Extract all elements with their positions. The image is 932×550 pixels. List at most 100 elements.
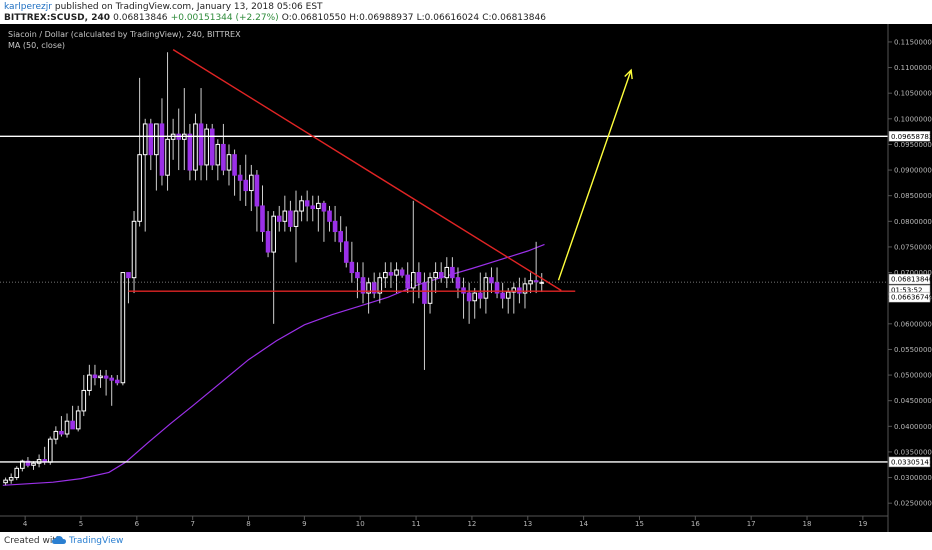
bull-candle-body	[75, 410, 81, 430]
publish-header: karlperezjr published on TradingView.com…	[0, 0, 932, 24]
bull-candle-body	[131, 220, 137, 279]
bull-candle-body	[505, 291, 511, 299]
bull-candle-body	[204, 128, 209, 166]
bear-candle-body	[92, 374, 98, 379]
bull-candle-body	[383, 272, 388, 279]
tradingview-brand[interactable]: TradingView	[69, 536, 124, 546]
bull-candle-body	[64, 420, 70, 435]
bull-candle-body	[165, 138, 170, 176]
x-tick-label: 11	[412, 520, 421, 528]
x-tick-label: 14	[579, 520, 588, 528]
drawings-layer	[172, 49, 633, 292]
projection-arrow-head	[624, 68, 633, 80]
bull-candle-body	[53, 430, 59, 440]
x-tick-label: 8	[246, 520, 250, 528]
ma-layer	[2, 243, 545, 486]
bear-candle-body	[500, 292, 505, 299]
bear-candle-body	[209, 128, 215, 166]
bull-candle-body	[511, 287, 517, 293]
bear-candle-body	[254, 174, 260, 207]
bear-candle-body	[416, 272, 422, 284]
bull-candle-body	[226, 154, 232, 171]
price-change: +0.00151344 (+2.27%)	[170, 13, 279, 23]
bear-candle-body	[332, 220, 338, 233]
bear-candle-body	[477, 292, 483, 299]
bear-candle-body	[159, 123, 165, 176]
bull-candle-body	[433, 272, 438, 279]
bull-candle-body	[3, 479, 8, 484]
bull-candle-body	[98, 375, 103, 379]
bull-candle-body	[249, 174, 254, 192]
price-badge-label: 0.06813846	[891, 276, 932, 284]
bear-candle-body	[288, 210, 293, 227]
bull-candle-body	[410, 272, 416, 289]
publish-line: karlperezjr published on TradingView.com…	[4, 2, 323, 12]
symbol-line: BITTREX:SCUSD, 240 0.06813846 +0.0015134…	[4, 13, 546, 23]
x-tick-label: 16	[691, 520, 700, 528]
low-value: L:0.06616024	[416, 13, 480, 23]
bear-candle-body	[310, 205, 316, 209]
bear-candle-body	[321, 202, 327, 212]
bear-candle-body	[466, 292, 472, 302]
bear-candle-body	[148, 123, 154, 156]
bull-candle-body	[154, 123, 159, 156]
y-tick-label: 0.02500000	[894, 500, 932, 508]
ma-50-line	[2, 243, 545, 486]
bull-candle-body	[366, 282, 371, 294]
x-tick-label: 4	[23, 520, 28, 528]
x-tick-label: 10	[356, 520, 365, 528]
bull-candle-body	[193, 123, 198, 171]
bear-candle-body	[126, 272, 131, 279]
price-badge-label: 0.09658783	[891, 133, 932, 141]
x-tick-label: 17	[747, 520, 756, 528]
bull-candle-body	[31, 462, 36, 466]
bear-candle-body	[25, 460, 31, 466]
bull-candle-body	[81, 389, 87, 412]
publish-info: published on TradingView.com, January 13…	[54, 2, 323, 12]
bull-candle-body	[394, 269, 399, 276]
close-value: C:0.06813846	[482, 13, 546, 23]
high-value: H:0.06988937	[349, 13, 414, 23]
bull-candle-body	[87, 374, 92, 391]
bear-candle-body	[450, 266, 455, 279]
x-tick-label: 15	[635, 520, 644, 528]
projection-arrow-line	[557, 69, 632, 281]
x-tick-label: 13	[523, 520, 532, 528]
price-badges-layer: 0.09658783 0.06813846 01:53:520.06636749 0.…	[888, 131, 932, 468]
bear-candle-body	[338, 231, 343, 243]
bear-candle-body	[455, 277, 461, 289]
bear-candle-body	[388, 272, 394, 276]
x-tick-label: 9	[302, 520, 306, 528]
bear-candle-body	[243, 179, 249, 192]
chart-background	[0, 24, 932, 532]
bear-candle-body	[422, 282, 427, 304]
bear-candle-body	[103, 375, 109, 379]
descending-trendline	[172, 49, 562, 292]
bull-candle-body	[14, 467, 20, 479]
bull-candle-body	[282, 210, 288, 222]
x-tick-label: 19	[858, 520, 867, 528]
bull-candle-body	[427, 277, 433, 304]
author-link[interactable]: karlperezjr	[4, 2, 52, 12]
chart-legend-title: Siacoin / Dollar (calculated by TradingV…	[8, 30, 241, 39]
price-badge	[888, 131, 931, 142]
bear-candle-body	[304, 200, 310, 207]
bull-candle-body	[215, 143, 221, 166]
candles-layer	[3, 52, 545, 486]
bear-candle-body	[371, 282, 377, 294]
x-tick-label: 6	[135, 520, 140, 528]
bear-candle-body	[349, 261, 355, 274]
created-with-label: Created with	[4, 536, 62, 546]
bull-candle-body	[271, 215, 276, 253]
